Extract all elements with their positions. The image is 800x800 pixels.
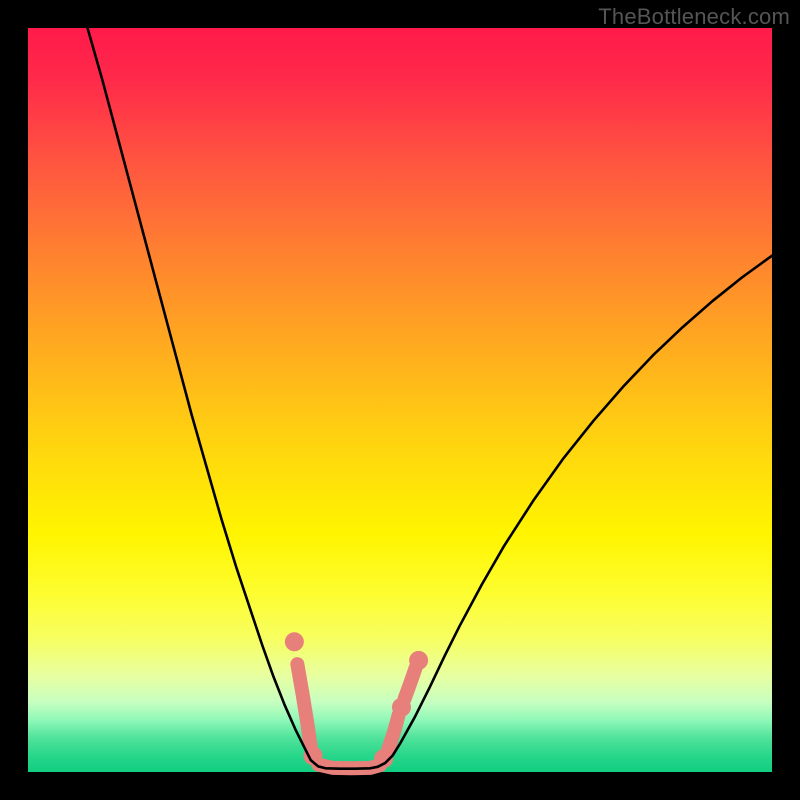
- highlight-segment: [404, 668, 415, 699]
- figure-root: TheBottleneck.com: [0, 0, 800, 800]
- watermark-text: TheBottleneck.com: [598, 4, 790, 30]
- highlight-dot: [409, 651, 428, 670]
- bottleneck-curve-chart: [28, 28, 772, 772]
- highlight-segment: [388, 715, 398, 749]
- highlight-dot: [285, 632, 304, 651]
- highlight-segment: [297, 664, 310, 747]
- highlight-segments: [285, 632, 428, 768]
- highlight-dot: [392, 698, 411, 717]
- main-curve: [88, 28, 772, 769]
